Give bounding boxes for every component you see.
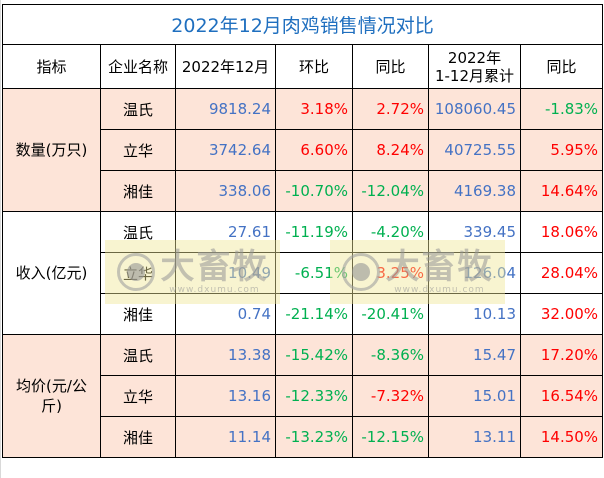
cumulative-yoy-cell: 17.20% <box>519 334 604 376</box>
yoy-cell: -8.36% <box>352 334 429 376</box>
mom-cell: 6.60% <box>275 129 353 171</box>
header-cumulative: 2022年 1-12月累计 <box>428 44 521 89</box>
dec-value-cell: 10.49 <box>175 252 276 294</box>
header-metric: 指标 <box>2 44 101 89</box>
mom-cell: -15.42% <box>275 334 353 376</box>
company-cell: 温氏 <box>100 88 176 130</box>
dec-value-cell: 13.38 <box>175 334 276 376</box>
dec-value-cell: 13.16 <box>175 375 276 417</box>
header-yoy: 同比 <box>352 44 429 89</box>
table-title: 2022年12月肉鸡销售情况对比 <box>1 4 604 45</box>
company-cell: 湘佳 <box>100 170 176 212</box>
yoy-cell: -12.04% <box>352 170 429 212</box>
metric-cell: 收入(亿元) <box>2 211 101 335</box>
mom-cell: -10.70% <box>275 170 353 212</box>
company-cell: 立华 <box>100 129 176 171</box>
company-cell: 温氏 <box>100 211 176 253</box>
cumulative-yoy-cell: 16.54% <box>519 375 604 417</box>
table-row: 湘佳 338.06 -10.70% -12.04% 4169.38 14.64% <box>3 170 604 212</box>
company-cell: 温氏 <box>100 334 176 376</box>
table-row: 收入(亿元) 温氏 27.61 -11.19% -4.20% 339.45 18… <box>2 211 604 335</box>
cumulative-cell: 108060.45 <box>428 88 521 130</box>
cumulative-yoy-cell: 14.50% <box>519 416 604 458</box>
cumulative-cell: 15.47 <box>428 334 521 376</box>
cumulative-cell: 13.11 <box>428 416 521 458</box>
metric-cell: 数量(万只) <box>2 88 101 212</box>
dec-value-cell: 338.06 <box>175 170 276 212</box>
header-dec-2022: 2022年12月 <box>175 44 276 89</box>
table-row: 均价(元/公斤) 温氏 13.38 -15.42% -8.36% 15.47 1… <box>2 334 604 458</box>
company-cell: 湘佳 <box>100 416 176 458</box>
mom-cell: -13.23% <box>275 416 353 458</box>
cumulative-yoy-cell: -1.83% <box>519 88 604 130</box>
yoy-cell: 8.24% <box>352 129 429 171</box>
cumulative-yoy-cell: 28.04% <box>519 252 604 294</box>
dec-value-cell: 27.61 <box>175 211 276 253</box>
header-company: 企业名称 <box>100 44 176 89</box>
dec-value-cell: 3742.64 <box>175 129 276 171</box>
cumulative-yoy-cell: 5.95% <box>519 129 604 171</box>
mom-cell: -21.14% <box>275 293 353 335</box>
yoy-cell: 2.72% <box>352 88 429 130</box>
cumulative-yoy-cell: 14.64% <box>519 170 604 212</box>
yoy-cell: 3.25% <box>352 252 429 294</box>
cumulative-cell: 339.45 <box>428 211 521 253</box>
mom-cell: 3.18% <box>275 88 353 130</box>
dec-value-cell: 9818.24 <box>175 88 276 130</box>
cumulative-cell: 40725.55 <box>428 129 521 171</box>
header-mom: 环比 <box>275 44 353 89</box>
mom-cell: -11.19% <box>275 211 353 253</box>
cumulative-cell: 4169.38 <box>428 170 521 212</box>
company-cell: 立华 <box>100 252 176 294</box>
yoy-cell: -12.15% <box>352 416 429 458</box>
table-row: 立华 13.16 -12.33% -7.32% 15.01 16.54% <box>3 375 604 417</box>
cumulative-cell: 15.01 <box>428 375 521 417</box>
header-row: 指标 企业名称 2022年12月 环比 同比 2022年 1-12月累计 同比 <box>2 44 604 89</box>
cumulative-cell: 126.04 <box>428 252 521 294</box>
company-cell: 湘佳 <box>100 293 176 335</box>
cumulative-yoy-cell: 32.00% <box>519 293 604 335</box>
table-row: 数量(万只) 温氏 9818.24 3.18% 2.72% 108060.45 … <box>2 88 604 212</box>
metric-cell: 均价(元/公斤) <box>2 334 101 458</box>
yoy-cell: -7.32% <box>352 375 429 417</box>
table-row: 湘佳 11.14 -13.23% -12.15% 13.11 14.50% <box>3 416 604 458</box>
yoy-cell: -4.20% <box>352 211 429 253</box>
cumulative-cell: 10.13 <box>428 293 521 335</box>
dec-value-cell: 11.14 <box>175 416 276 458</box>
header-cumulative-line1: 2022年 <box>447 48 502 67</box>
mom-cell: -6.51% <box>275 252 353 294</box>
yoy-cell: -20.41% <box>352 293 429 335</box>
cumulative-yoy-cell: 18.06% <box>519 211 604 253</box>
header-cumulative-line2: 1-12月累计 <box>434 66 515 85</box>
header-cumulative-yoy: 同比 <box>519 44 604 89</box>
company-cell: 立华 <box>100 375 176 417</box>
dec-value-cell: 0.74 <box>175 293 276 335</box>
broiler-sales-comparison-table: 2022年12月肉鸡销售情况对比 指标 企业名称 2022年12月 环比 同比 … <box>1 4 604 458</box>
table-row: 立华 3742.64 6.60% 8.24% 40725.55 5.95% <box>3 129 604 171</box>
mom-cell: -12.33% <box>275 375 353 417</box>
